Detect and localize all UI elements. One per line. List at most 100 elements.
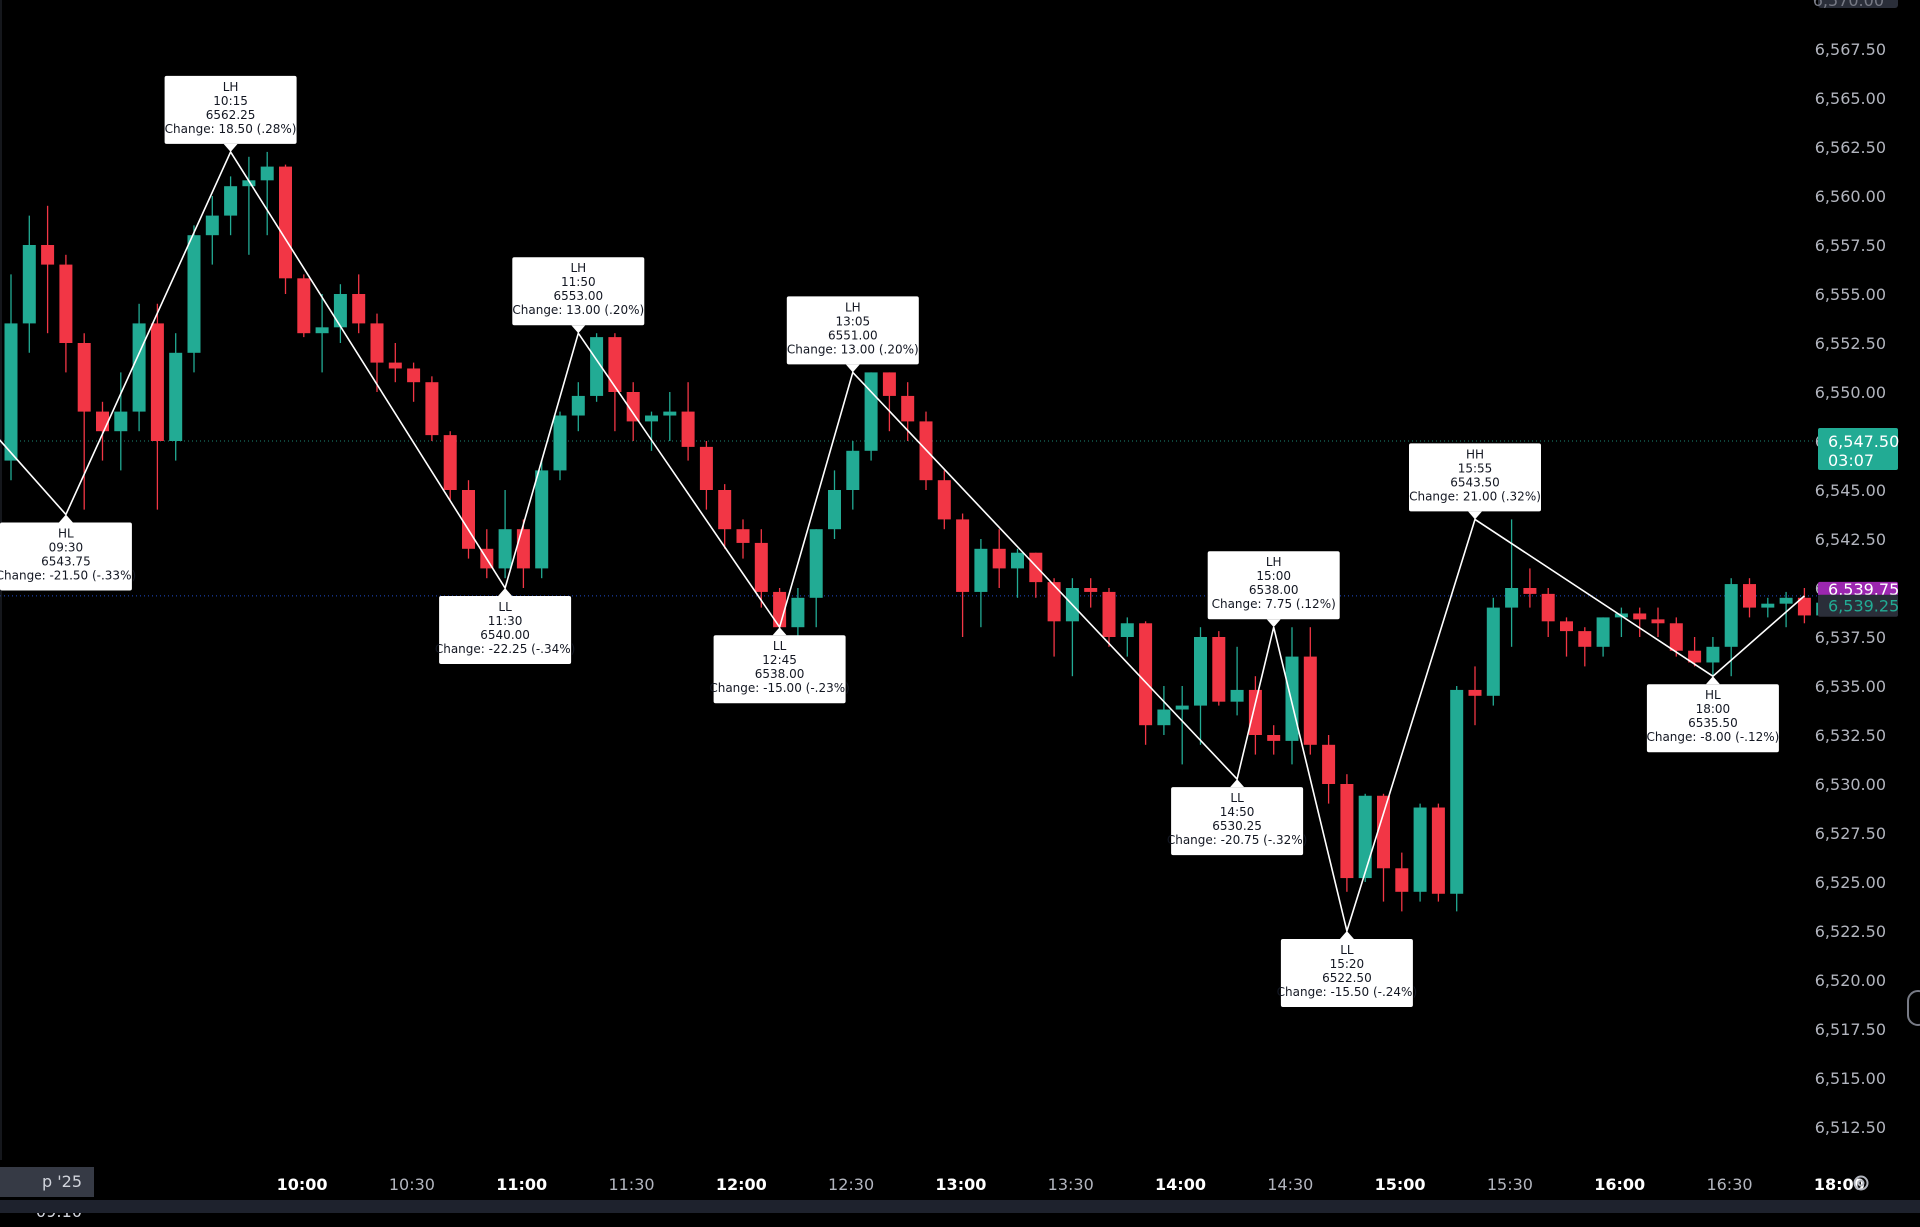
top-price-badge-label: 6,570.00 (1813, 0, 1884, 10)
candle-body (754, 542, 768, 592)
candle-body (828, 490, 841, 530)
price-tick-label: 6,565.00 (1815, 89, 1886, 108)
candle-body (333, 294, 347, 328)
time-tick-label: 13:00 (935, 1175, 986, 1194)
time-tick-label: 16:00 (1594, 1175, 1645, 1194)
close-price-badge-label: 6,539.25 (1828, 597, 1899, 616)
pivot-price: 6535.50 (1688, 716, 1738, 730)
price-tick-label: 6,532.50 (1815, 726, 1886, 745)
candle-body (956, 519, 970, 592)
price-tick-label: 6,520.00 (1815, 971, 1886, 990)
candle-body (516, 529, 530, 569)
candle-body (1194, 637, 1207, 706)
price-tick-label: 6,522.50 (1815, 922, 1886, 941)
time-axis[interactable]: 10:00 10:30 11:00 11:30 12:00 12:30 13:00 13:30… (277, 1175, 1865, 1194)
crosshair-price-badge (1818, 581, 1898, 596)
candle-body (553, 415, 567, 471)
pivot-change: Change: -8.00 (-.12%) (1646, 730, 1779, 744)
candle-body (846, 450, 860, 490)
candle-body (1011, 552, 1024, 569)
candle-body (1267, 735, 1281, 741)
candle-body (1779, 597, 1793, 604)
candle-body (1651, 619, 1665, 624)
settings-gear-icon[interactable] (1850, 1172, 1872, 1194)
pivot-label-box (713, 635, 846, 704)
candle-body (974, 548, 988, 592)
candle-body (1743, 584, 1756, 608)
candle-body (1596, 617, 1610, 647)
pivot-price: 6562.25 (206, 108, 256, 122)
candle-body (590, 337, 604, 396)
pivot-price: 6553.00 (553, 289, 603, 303)
time-tick-label: 15:00 (1375, 1175, 1426, 1194)
price-tick-label: 6,552.50 (1815, 334, 1886, 353)
candle-body (1413, 807, 1427, 892)
price-tick-label: 6,562.50 (1815, 138, 1886, 157)
candle-body (242, 180, 256, 187)
price-tick-label: 6,567.50 (1815, 40, 1886, 59)
candle-body (1468, 689, 1482, 696)
pivot-time: 12:45 (762, 653, 797, 667)
pivot-price: 6530.25 (1212, 819, 1262, 833)
candle-body (1102, 591, 1116, 637)
zigzag-polyline (0, 150, 1805, 935)
time-tick-label: 18:00 (1814, 1175, 1865, 1194)
candle-body (645, 415, 658, 422)
price-axis[interactable]: 6,567.50 6,565.00 6,562.50 6,560.00 6,557.50… (1813, 0, 1920, 1160)
candle-body (1139, 623, 1153, 726)
candle-body (205, 215, 219, 236)
candle-body (791, 597, 805, 628)
candle-body (315, 327, 329, 334)
pivot-time: 15:00 (1256, 569, 1291, 583)
pivot-change: Change: 18.50 (.28%) (165, 122, 297, 136)
pivot-type: LL (1230, 791, 1244, 805)
pivot-price: 6522.50 (1322, 971, 1372, 985)
candle-body (681, 411, 695, 447)
pivot-change: Change: -20.75 (-.32%) (1167, 833, 1307, 847)
candle-body (297, 278, 311, 334)
candle-body (626, 392, 640, 422)
candle-body (352, 294, 366, 324)
pivot-time: 15:55 (1458, 461, 1493, 475)
bottom-toolbar-strip (0, 1200, 1920, 1213)
pivot-label-box (439, 596, 572, 664)
last-price-badge-label: 6,547.50 (1828, 432, 1899, 451)
pivot-change: Change: -15.00 (-.23%) (709, 681, 849, 695)
candle-body (1157, 709, 1171, 726)
candle-body (260, 166, 274, 181)
candle-body (498, 529, 512, 569)
pivot-label-pointer (223, 143, 238, 152)
countdown-label: 03:07 (1828, 451, 1874, 470)
pivot-type: LL (1340, 943, 1354, 957)
time-tick-label: 14:00 (1155, 1175, 1206, 1194)
pivot-price: 6540.00 (480, 628, 530, 642)
time-tick-label: 16:30 (1706, 1175, 1752, 1194)
pivot-time: 09:30 (49, 541, 84, 555)
close-price-badge (1818, 594, 1898, 617)
pivot-type: HL (1705, 688, 1721, 702)
candle-body (169, 352, 183, 441)
last-price-badge (1818, 428, 1898, 470)
pivot-label-pointer (58, 514, 73, 523)
top-price-badge (1818, 0, 1898, 8)
scroll-handle[interactable] (1907, 990, 1920, 1026)
candle-body (22, 245, 36, 324)
candle-body (809, 529, 823, 598)
candle-body (370, 323, 384, 363)
pivot-price: 6538.00 (755, 667, 805, 681)
candle-body (1322, 744, 1336, 784)
candle-body (59, 264, 73, 343)
candle-body (901, 395, 915, 422)
candle-body (388, 362, 402, 369)
candle-body (1688, 650, 1702, 663)
time-cursor-label: p '25 09:10 (0, 1167, 94, 1221)
pivot-price: 6551.00 (828, 328, 878, 342)
candle-body (1285, 656, 1299, 741)
price-tick-label: 6,555.00 (1815, 285, 1886, 304)
candle-body (77, 343, 91, 412)
